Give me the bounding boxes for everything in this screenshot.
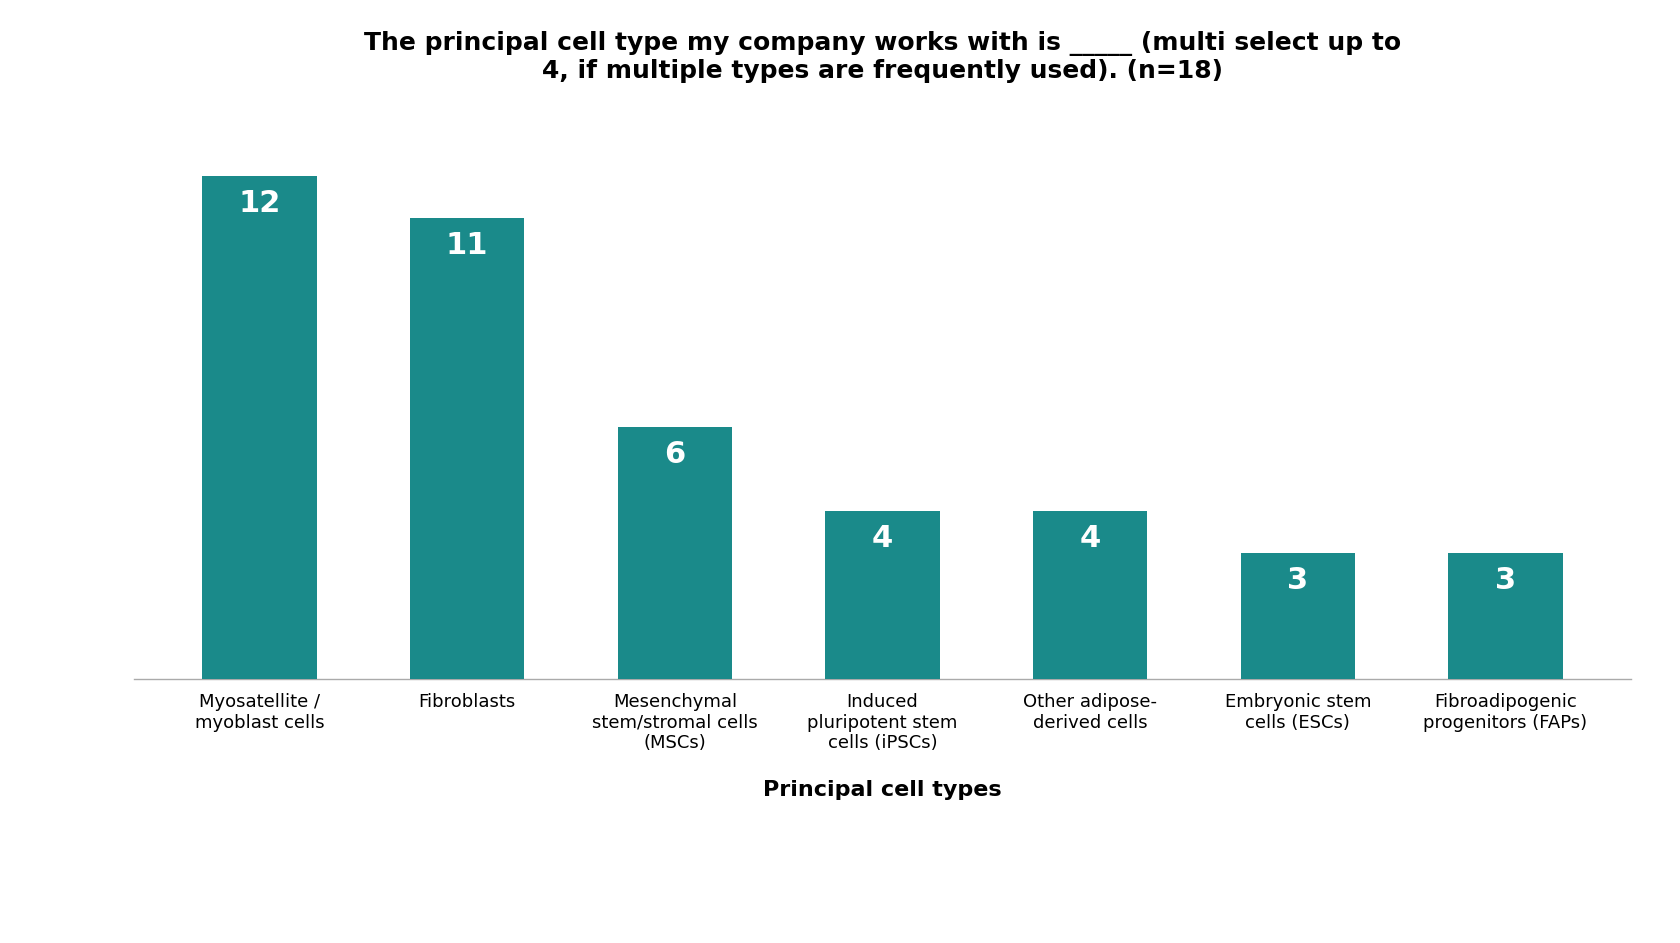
Text: 4: 4 bbox=[872, 524, 892, 553]
Text: 3: 3 bbox=[1494, 566, 1515, 595]
Title: The principal cell type my company works with is _____ (multi select up to
4, if: The principal cell type my company works… bbox=[365, 30, 1399, 83]
Bar bbox=[1240, 554, 1354, 679]
Text: 11: 11 bbox=[445, 230, 489, 259]
Bar bbox=[202, 176, 316, 679]
X-axis label: Principal cell types: Principal cell types bbox=[763, 780, 1001, 801]
Text: 6: 6 bbox=[664, 440, 685, 469]
Bar bbox=[825, 511, 939, 679]
Bar bbox=[1033, 511, 1146, 679]
Bar bbox=[1448, 554, 1562, 679]
Bar bbox=[410, 218, 524, 679]
Text: 12: 12 bbox=[239, 189, 281, 218]
Text: 3: 3 bbox=[1287, 566, 1307, 595]
Bar bbox=[618, 427, 731, 679]
Text: 4: 4 bbox=[1079, 524, 1100, 553]
